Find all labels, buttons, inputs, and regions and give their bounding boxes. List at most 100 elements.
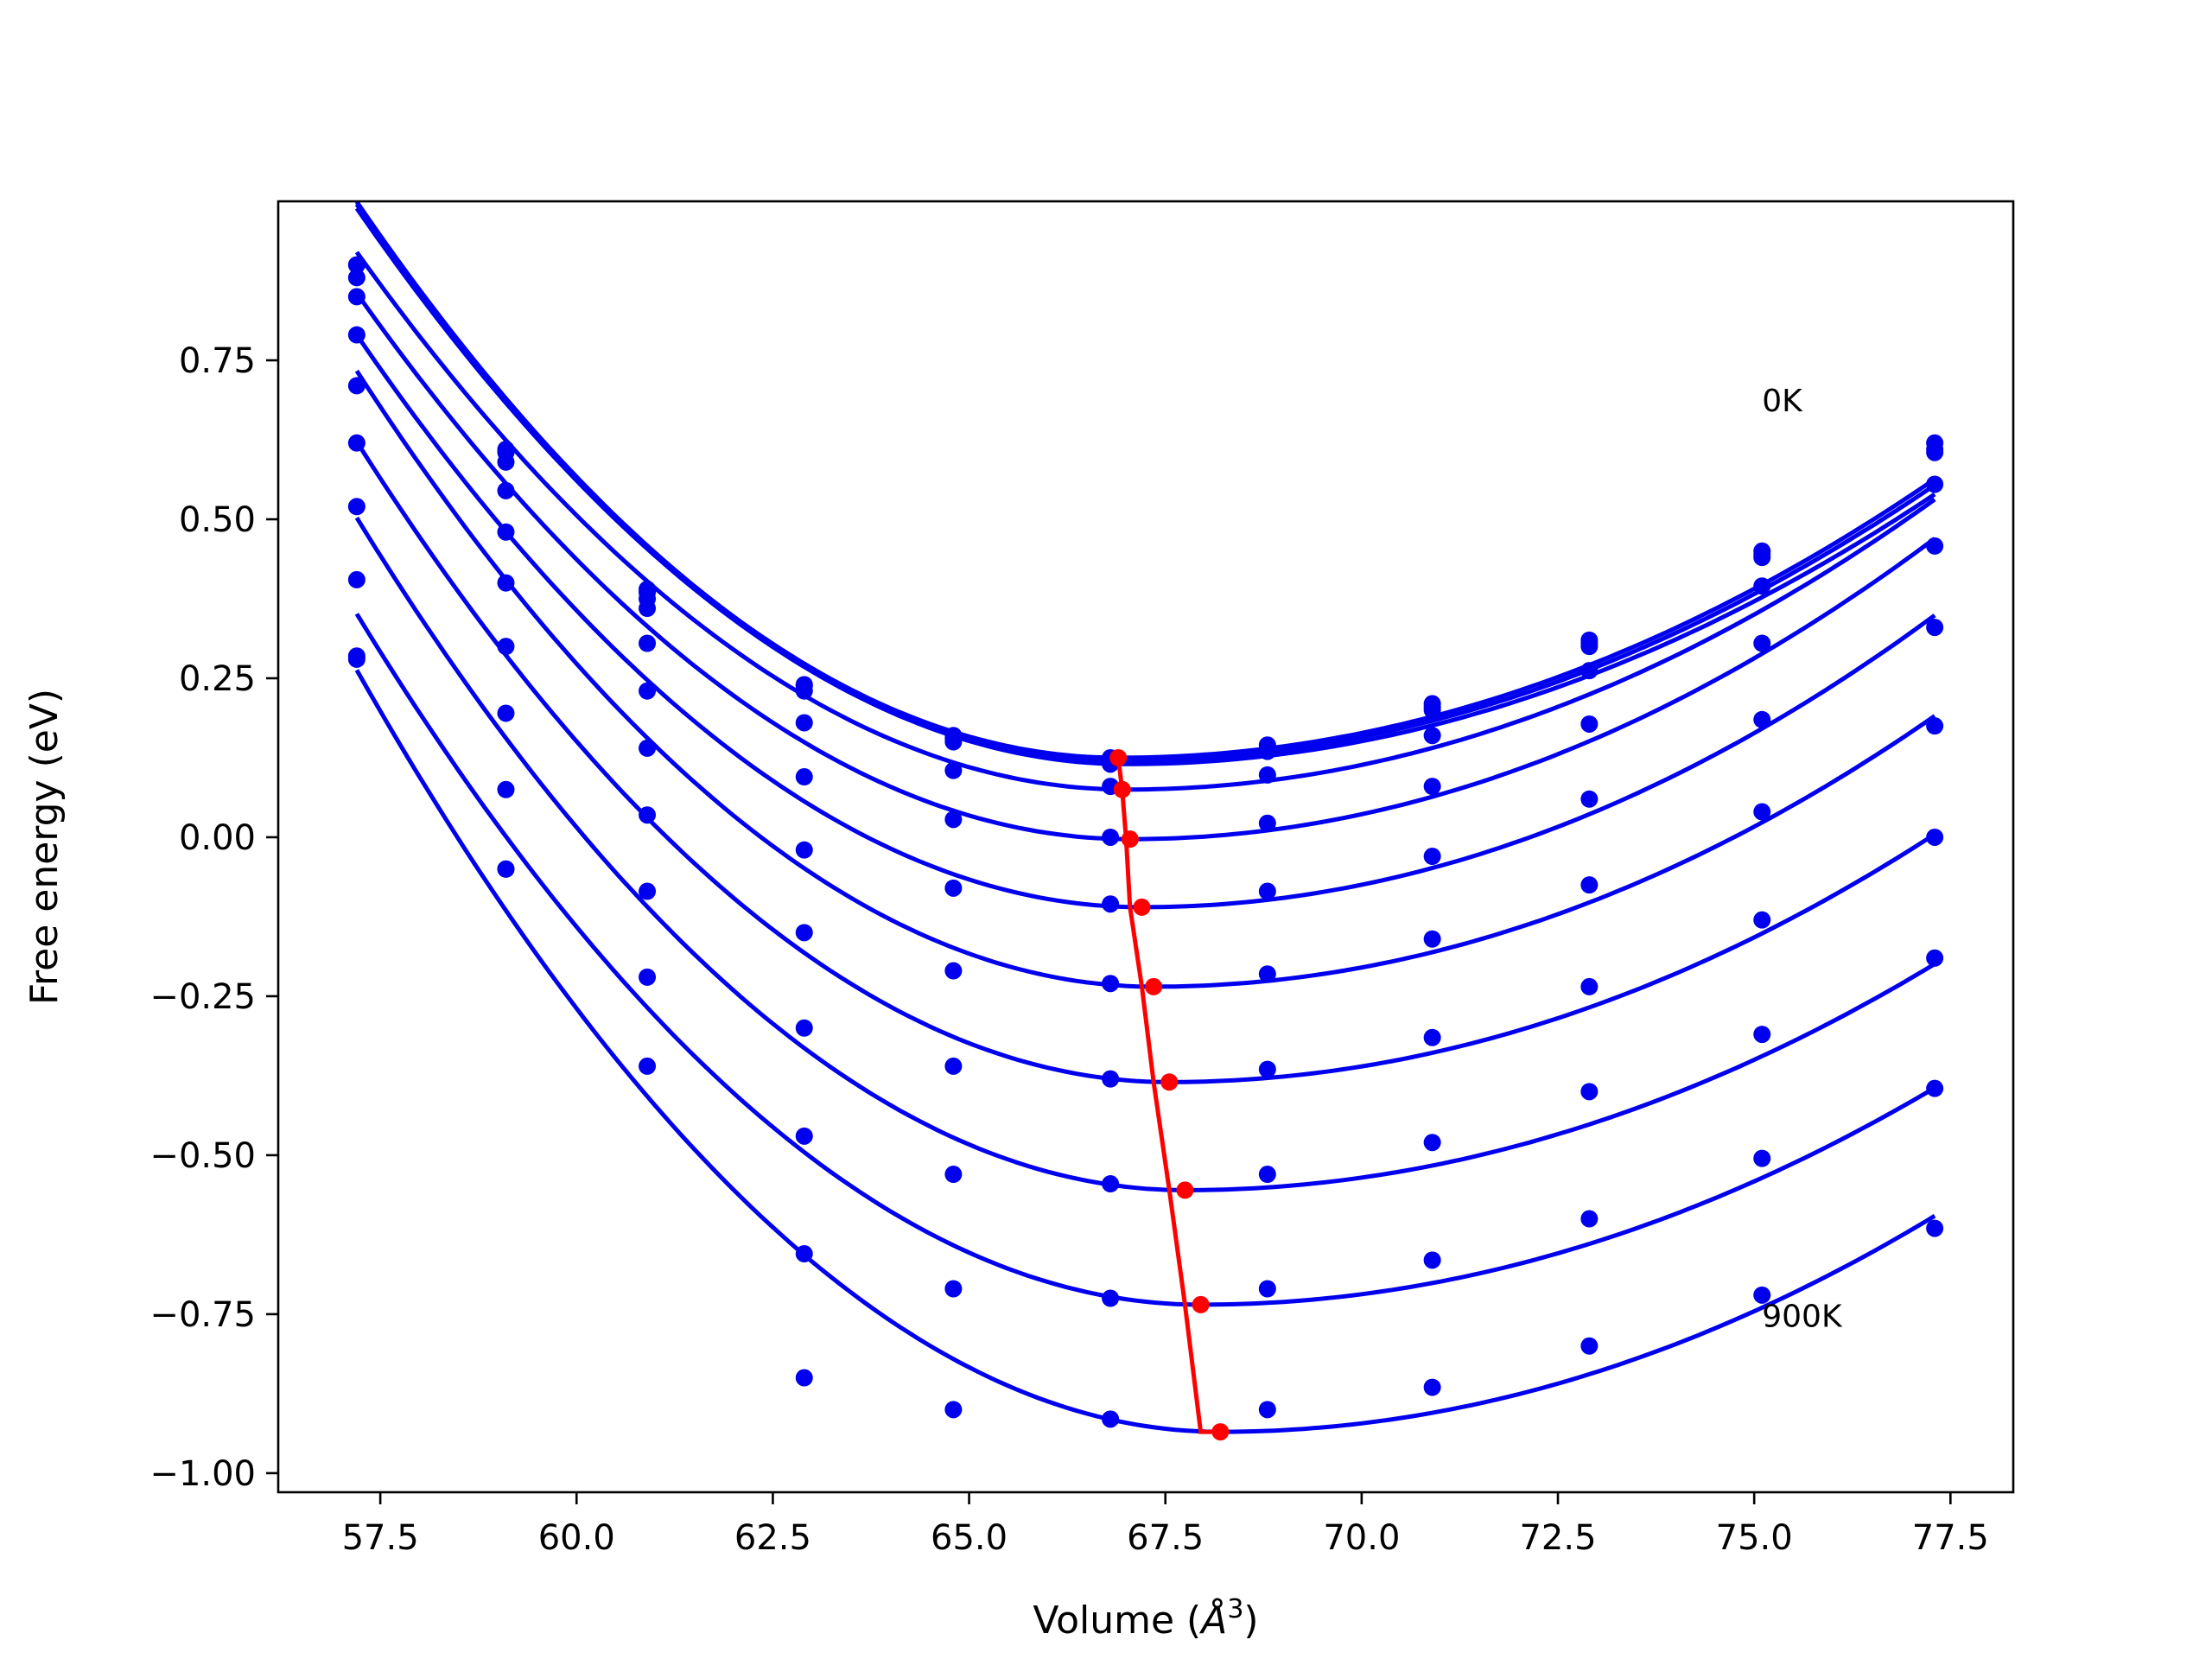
data-point bbox=[347, 377, 365, 395]
data-point bbox=[944, 761, 963, 779]
data-point bbox=[1258, 766, 1276, 784]
data-point bbox=[1580, 1210, 1599, 1228]
data-point bbox=[1423, 727, 1441, 745]
fit-curve-3 bbox=[354, 251, 1936, 792]
fit-curve-10 bbox=[354, 669, 1936, 1434]
data-point bbox=[1258, 1401, 1276, 1419]
y-tick-label: 0.00 bbox=[179, 818, 256, 858]
data-point bbox=[497, 704, 515, 722]
data-point bbox=[1753, 1149, 1771, 1167]
data-point bbox=[1753, 577, 1771, 595]
data-point bbox=[639, 1057, 657, 1075]
data-point bbox=[1423, 930, 1441, 948]
data-point bbox=[1580, 662, 1599, 680]
minimum-point bbox=[1121, 830, 1139, 849]
data-point bbox=[1423, 1028, 1441, 1046]
plot-frame bbox=[276, 200, 2015, 1494]
x-axis-label-superscript: 3 bbox=[1227, 1594, 1243, 1624]
data-point bbox=[1580, 790, 1599, 808]
data-point bbox=[795, 682, 813, 700]
minimum-point bbox=[1176, 1181, 1194, 1199]
data-point bbox=[1258, 742, 1276, 760]
data-point bbox=[347, 650, 365, 668]
data-point bbox=[347, 326, 365, 344]
data-point bbox=[795, 1245, 813, 1263]
fit-curves bbox=[354, 200, 1936, 1434]
data-point bbox=[347, 288, 365, 306]
y-tick-label: 0.75 bbox=[179, 341, 256, 381]
data-point bbox=[639, 882, 657, 900]
data-point bbox=[1753, 803, 1771, 821]
data-point bbox=[1753, 549, 1771, 567]
data-point bbox=[347, 570, 365, 588]
data-point bbox=[944, 879, 963, 897]
data-point bbox=[639, 968, 657, 986]
data-point bbox=[1580, 977, 1599, 995]
data-point bbox=[1580, 638, 1599, 656]
y-tick-label: −1.00 bbox=[149, 1454, 256, 1494]
data-point bbox=[347, 498, 365, 516]
data-point bbox=[1102, 895, 1120, 913]
minimum-point bbox=[1133, 898, 1151, 916]
x-axis-label-symbol: Å bbox=[1198, 1597, 1227, 1643]
data-point bbox=[1258, 814, 1276, 832]
data-point bbox=[639, 600, 657, 618]
data-point bbox=[639, 682, 657, 700]
data-point bbox=[1753, 634, 1771, 652]
data-points bbox=[347, 256, 1944, 1428]
data-point bbox=[1926, 475, 1944, 493]
annotation-0: 0K bbox=[1762, 384, 1803, 419]
data-point bbox=[1926, 717, 1944, 735]
data-point bbox=[1926, 1219, 1944, 1237]
data-point bbox=[1926, 828, 1944, 846]
data-point bbox=[1423, 701, 1441, 719]
data-point bbox=[944, 810, 963, 829]
data-point bbox=[795, 1019, 813, 1037]
data-point bbox=[1102, 1175, 1120, 1193]
data-point bbox=[1580, 876, 1599, 894]
minimum-point bbox=[1211, 1423, 1230, 1441]
data-point bbox=[1102, 1070, 1120, 1088]
data-point bbox=[639, 739, 657, 757]
fit-curve-6 bbox=[354, 369, 1936, 989]
x-axis-label-pre: Volume ( bbox=[1033, 1599, 1201, 1643]
data-point bbox=[795, 1127, 813, 1145]
fit-curve-7 bbox=[354, 440, 1936, 1084]
minimum-curve bbox=[1109, 748, 1230, 1441]
data-point bbox=[1102, 1289, 1120, 1307]
y-tick-label: −0.25 bbox=[149, 977, 256, 1017]
x-axis-label-post: ) bbox=[1243, 1599, 1258, 1643]
x-tick-label: 62.5 bbox=[734, 1518, 811, 1558]
data-point bbox=[639, 806, 657, 824]
fit-curve-2 bbox=[354, 207, 1936, 766]
data-point bbox=[347, 269, 365, 287]
minimum-line bbox=[1116, 757, 1221, 1434]
data-point bbox=[347, 434, 365, 452]
y-tick-label: −0.50 bbox=[149, 1136, 256, 1176]
data-point bbox=[497, 780, 515, 798]
data-point bbox=[1580, 715, 1599, 733]
data-point bbox=[1926, 1079, 1944, 1097]
data-point bbox=[1753, 1026, 1771, 1044]
data-point bbox=[1423, 1134, 1441, 1152]
data-point bbox=[497, 523, 515, 541]
data-point bbox=[1926, 619, 1944, 637]
x-tick-label: 72.5 bbox=[1519, 1518, 1596, 1558]
x-tick-label: 60.0 bbox=[538, 1518, 615, 1558]
data-point bbox=[1926, 949, 1944, 967]
x-tick-label: 67.5 bbox=[1127, 1518, 1204, 1558]
data-point bbox=[944, 1166, 963, 1184]
data-point bbox=[1926, 443, 1944, 461]
data-point bbox=[1580, 1083, 1599, 1101]
y-axis-label: Free energy (eV) bbox=[22, 689, 67, 1005]
x-axis-ticks: 57.5 60.0 62.5 65.0 67.5 70.0 72.5 75.0 77.5 bbox=[342, 1492, 1989, 1558]
data-point bbox=[1258, 965, 1276, 983]
fit-curve-9 bbox=[354, 613, 1936, 1307]
data-point bbox=[795, 841, 813, 859]
fit-curve-8 bbox=[354, 516, 1936, 1192]
x-tick-label: 75.0 bbox=[1716, 1518, 1793, 1558]
fit-curve-4 bbox=[354, 291, 1936, 842]
data-point bbox=[1258, 1166, 1276, 1184]
annotations: 0K 900K bbox=[1762, 384, 1843, 1335]
minimum-point bbox=[1145, 977, 1163, 995]
